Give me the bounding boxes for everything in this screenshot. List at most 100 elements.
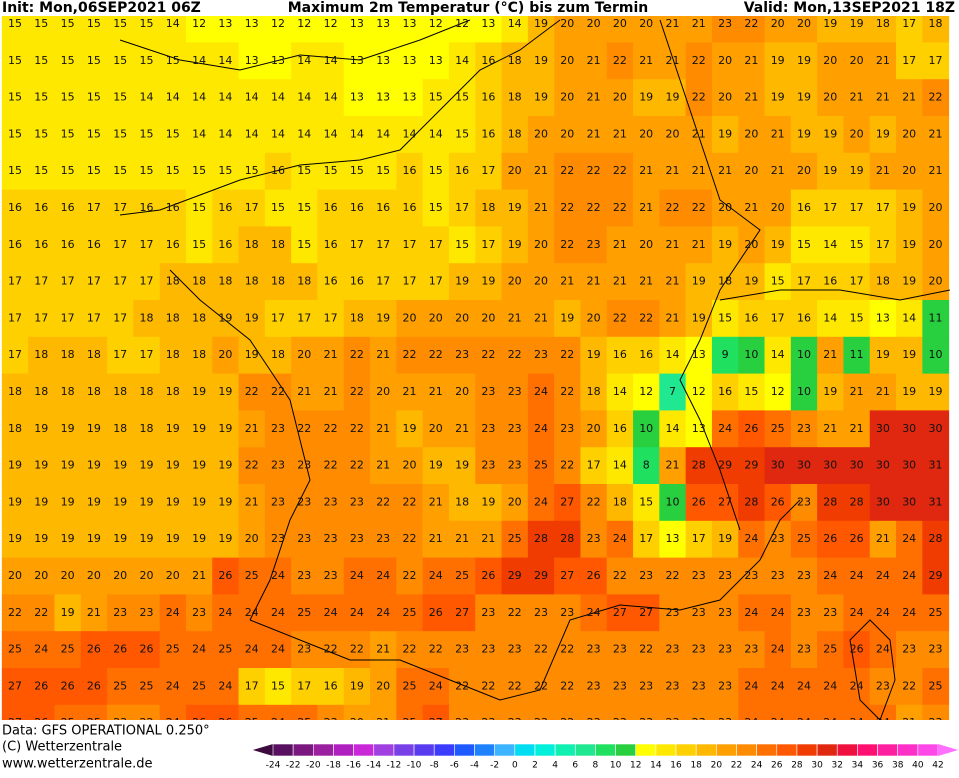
temperature-value: 24 [34,643,48,656]
temperature-cell [711,557,739,595]
temperature-value: 15 [61,54,75,67]
temperature-value: 15 [429,91,443,104]
temperature-value: 11 [929,311,943,324]
border [719,289,951,301]
temperature-value: 19 [87,495,101,508]
temperature-cell [475,336,503,375]
temperature-cell [159,484,187,522]
temperature-value: 23 [324,569,338,582]
temperature-cell [896,300,923,338]
temperature-cell [817,484,844,522]
temperature-cell [264,484,292,522]
temperature-cell [396,520,424,559]
temperature-value: 20 [376,679,390,692]
temperature-value: 19 [376,311,390,324]
temperature-cell [396,16,424,43]
colorbar-swatch [836,743,858,757]
temperature-value: 19 [192,385,206,398]
temperature-cell [554,263,581,301]
temperature-cell [738,631,766,669]
colorbar-swatch [393,743,415,757]
temperature-cell [80,410,108,448]
temperature-cell [317,42,345,80]
temperature-cell [580,42,608,80]
temperature-value: 17 [587,459,601,472]
temperature-value: 20 [771,201,785,214]
temperature-value: 23 [639,679,653,692]
temperature-cell [159,631,187,669]
temperature-value: 16 [61,201,75,214]
temperature-value: 14 [666,422,680,435]
temperature-value: 25 [245,569,259,582]
temperature-value: 15 [113,17,127,30]
temperature-cell [317,594,345,632]
temperature-value: 18 [587,385,601,398]
temperature-cell [28,410,55,448]
temperature-value: 19 [508,238,522,251]
temperature-cell [843,336,871,375]
temperature-value: 21 [639,275,653,288]
temperature-value: 25 [797,532,811,545]
colorbar-label: 30 [811,761,823,771]
temperature-cell [606,42,634,80]
temperature-value: 17 [297,679,311,692]
temperature-cell [80,189,108,227]
temperature-cell [1,263,29,301]
temperature-value: 19 [902,238,916,251]
colorbar-swatch [494,743,516,757]
temperature-value: 23 [140,606,154,619]
colorbar-label: 10 [610,761,622,771]
temperature-value: 19 [140,459,154,472]
temperature-value: 24 [166,679,180,692]
temperature-value: 15 [166,164,180,177]
temperature-value: 22 [534,679,548,692]
temperature-value: 19 [34,459,48,472]
temperature-value: 31 [929,495,943,508]
temperature-value: 22 [639,643,653,656]
temperature-cell [212,189,240,227]
temperature-value: 21 [324,385,338,398]
temperature-cell [422,226,450,264]
colorbar-swatch [675,743,697,757]
temperature-cell [843,410,871,448]
temperature-cell [606,152,634,191]
temperature-value: 23 [902,643,916,656]
temperature-value: 25 [297,606,311,619]
temperature-value: 10 [639,422,653,435]
temperature-value: 19 [34,422,48,435]
colorbar-label: 20 [711,761,723,771]
temperature-value: 19 [245,348,259,361]
temperature-value: 7 [669,385,676,398]
temperature-cell [107,116,134,154]
temperature-cell [185,631,213,669]
temperature-value: 23 [692,643,706,656]
temperature-value: 15 [192,238,206,251]
colorbar-swatch [877,743,898,757]
temperature-value: 24 [850,679,864,692]
temperature-cell [501,263,529,301]
temperature-cell [922,16,950,43]
temperature-cell [764,704,792,720]
temperature-cell [291,152,318,191]
temperature-cell [790,300,818,338]
temperature-value: 26 [692,495,706,508]
temperature-value: 19 [429,459,443,472]
temperature-value: 21 [481,532,495,545]
temperature-cell [448,79,476,117]
temperature-cell [527,373,555,411]
temperature-value: 28 [534,532,548,545]
temperature-cell [185,116,213,154]
temperature-value: 18 [271,275,285,288]
temperature-value: 20 [560,127,574,140]
temperature-value: 15 [455,238,469,251]
colorbar-swatch [917,743,939,757]
temperature-value: 19 [87,459,101,472]
temperature-value: 25 [508,532,522,545]
temperature-value: 15 [34,54,48,67]
colorbar-swatch [655,743,677,757]
temperature-value: 21 [823,348,837,361]
temperature-value: 20 [508,275,522,288]
temperature-cell [343,152,371,191]
temperature-value: 19 [481,495,495,508]
temperature-value: 26 [771,495,785,508]
